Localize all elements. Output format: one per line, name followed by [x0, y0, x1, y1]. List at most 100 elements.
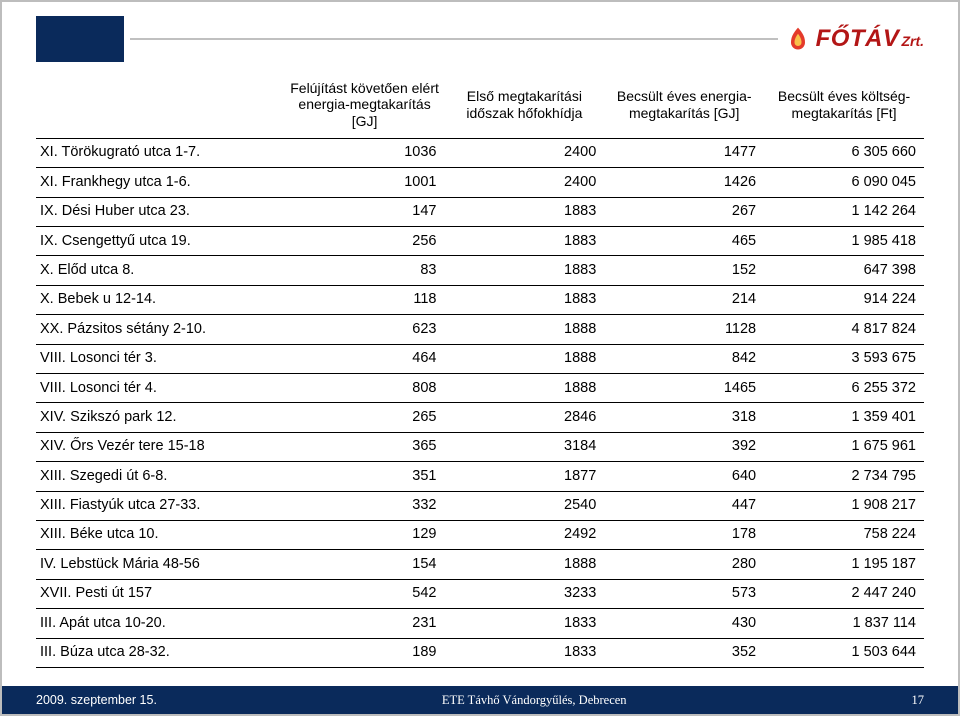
row-value: 1888: [444, 374, 604, 403]
row-label: XIII. Fiastyúk utca 27-33.: [36, 491, 285, 520]
row-label: XI. Törökugrató utca 1-7.: [36, 138, 285, 167]
slide-footer: 2009. szeptember 15. ETE Távhő Vándorgyű…: [2, 686, 958, 714]
row-value: 430: [604, 609, 764, 638]
table-row: XIV. Őrs Vezér tere 15-1836531843921 675…: [36, 432, 924, 461]
row-value: 3233: [444, 579, 604, 608]
column-header: Becsült éves energia-megtakarítás [GJ]: [604, 74, 764, 138]
header-block: [36, 16, 124, 62]
row-value: 267: [604, 197, 764, 226]
table-row: XI. Törökugrató utca 1-7.1036240014776 3…: [36, 138, 924, 167]
row-value: 1888: [444, 344, 604, 373]
row-value: 1888: [444, 550, 604, 579]
table-row: IX. Csengettyű utca 19.25618834651 985 4…: [36, 227, 924, 256]
table-row: VIII. Losonci tér 3.46418888423 593 675: [36, 344, 924, 373]
table-row: X. Előd utca 8.831883152647 398: [36, 256, 924, 285]
row-value: 1833: [444, 609, 604, 638]
row-value: 6 255 372: [764, 374, 924, 403]
row-value: 1 837 114: [764, 609, 924, 638]
row-value: 189: [285, 638, 445, 667]
row-value: 1477: [604, 138, 764, 167]
row-value: 6 090 045: [764, 168, 924, 197]
row-label: XIII. Béke utca 10.: [36, 520, 285, 549]
table-row: XIII. Szegedi út 6-8.35118776402 734 795: [36, 462, 924, 491]
row-value: 447: [604, 491, 764, 520]
row-value: 1128: [604, 315, 764, 344]
row-value: 1883: [444, 227, 604, 256]
savings-table: Felújítást követően elért energia-megtak…: [36, 74, 924, 668]
data-table-container: Felújítást követően elért energia-megtak…: [36, 74, 924, 672]
row-value: 231: [285, 609, 445, 638]
row-label: XX. Pázsitos sétány 2-10.: [36, 315, 285, 344]
row-label: VIII. Losonci tér 3.: [36, 344, 285, 373]
row-value: 280: [604, 550, 764, 579]
table-row: IV. Lebstück Mária 48-5615418882801 195 …: [36, 550, 924, 579]
row-value: 265: [285, 403, 445, 432]
row-value: 256: [285, 227, 445, 256]
row-value: 2400: [444, 138, 604, 167]
table-row: III. Búza utca 28-32.18918333521 503 644: [36, 638, 924, 667]
row-label: XIV. Szikszó park 12.: [36, 403, 285, 432]
row-label: IX. Dési Huber utca 23.: [36, 197, 285, 226]
row-label: XVII. Pesti út 157: [36, 579, 285, 608]
row-value: 152: [604, 256, 764, 285]
row-value: 1833: [444, 638, 604, 667]
table-header: Felújítást követően elért energia-megtak…: [36, 74, 924, 138]
flame-icon: [784, 25, 812, 53]
row-value: 118: [285, 285, 445, 314]
row-value: 129: [285, 520, 445, 549]
row-value: 1 503 644: [764, 638, 924, 667]
footer-page-number: 17: [912, 693, 925, 708]
row-value: 1 675 961: [764, 432, 924, 461]
table-row: XIV. Szikszó park 12.26528463181 359 401: [36, 403, 924, 432]
header-divider: [130, 38, 778, 40]
row-value: 542: [285, 579, 445, 608]
column-header: Becsült éves költség-megtakarítás [Ft]: [764, 74, 924, 138]
table-row: III. Apát utca 10-20.23118334301 837 114: [36, 609, 924, 638]
row-value: 214: [604, 285, 764, 314]
row-value: 1 908 217: [764, 491, 924, 520]
row-value: 573: [604, 579, 764, 608]
row-value: 1036: [285, 138, 445, 167]
footer-date: 2009. szeptember 15.: [36, 693, 157, 707]
row-value: 365: [285, 432, 445, 461]
row-value: 2 447 240: [764, 579, 924, 608]
table-row: XIII. Fiastyúk utca 27-33.33225404471 90…: [36, 491, 924, 520]
row-value: 1001: [285, 168, 445, 197]
row-value: 1 142 264: [764, 197, 924, 226]
table-row: XIII. Béke utca 10.1292492178758 224: [36, 520, 924, 549]
row-value: 2540: [444, 491, 604, 520]
row-label: XIII. Szegedi út 6-8.: [36, 462, 285, 491]
table-row: IX. Dési Huber utca 23.14718832671 142 2…: [36, 197, 924, 226]
row-value: 83: [285, 256, 445, 285]
row-value: 647 398: [764, 256, 924, 285]
row-label: X. Bebek u 12-14.: [36, 285, 285, 314]
logo-suffix: Zrt.: [901, 33, 924, 49]
row-value: 464: [285, 344, 445, 373]
row-value: 2400: [444, 168, 604, 197]
row-value: 1465: [604, 374, 764, 403]
table-row: VIII. Losonci tér 4.808188814656 255 372: [36, 374, 924, 403]
row-value: 1 359 401: [764, 403, 924, 432]
row-value: 178: [604, 520, 764, 549]
table-row: X. Bebek u 12-14.1181883214914 224: [36, 285, 924, 314]
table-row: XX. Pázsitos sétány 2-10.623188811284 81…: [36, 315, 924, 344]
footer-event: ETE Távhő Vándorgyűlés, Debrecen: [442, 693, 627, 708]
row-value: 758 224: [764, 520, 924, 549]
table-row: XI. Frankhegy utca 1-6.1001240014266 090…: [36, 168, 924, 197]
table-body: XI. Törökugrató utca 1-7.1036240014776 3…: [36, 138, 924, 667]
row-value: 1426: [604, 168, 764, 197]
logo-text: FŐTÁV Zrt.: [816, 25, 924, 53]
row-value: 1 985 418: [764, 227, 924, 256]
logo-main: FŐTÁV: [816, 25, 900, 53]
row-value: 392: [604, 432, 764, 461]
row-value: 351: [285, 462, 445, 491]
column-header: Első megtakarítási időszak hőfokhídja: [444, 74, 604, 138]
row-value: 1888: [444, 315, 604, 344]
row-value: 465: [604, 227, 764, 256]
row-value: 808: [285, 374, 445, 403]
row-label: III. Apát utca 10-20.: [36, 609, 285, 638]
row-label: XIV. Őrs Vezér tere 15-18: [36, 432, 285, 461]
row-value: 1 195 187: [764, 550, 924, 579]
column-header: Felújítást követően elért energia-megtak…: [285, 74, 445, 138]
row-value: 2 734 795: [764, 462, 924, 491]
